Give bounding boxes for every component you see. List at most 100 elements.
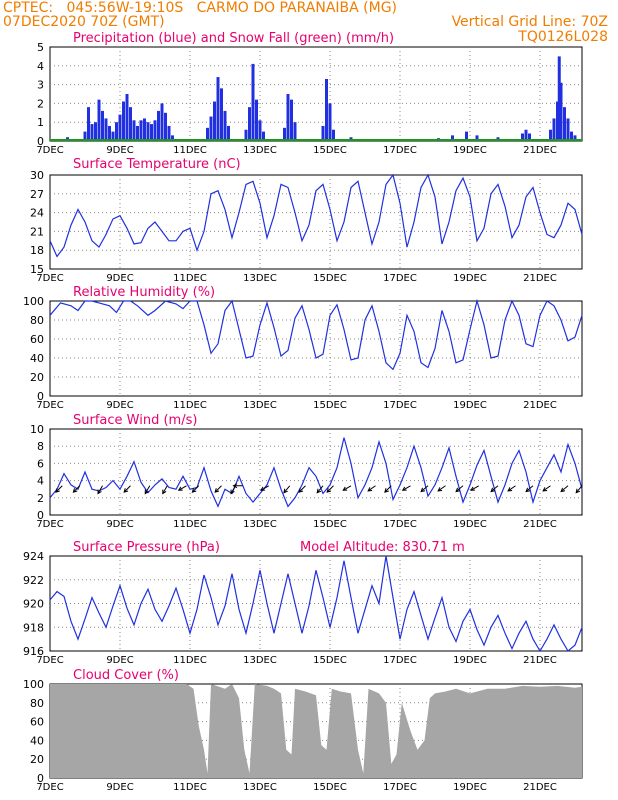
wind-arrow-head xyxy=(342,486,348,491)
humidity-line xyxy=(49,298,583,371)
cloud-title: Cloud Cover (%) xyxy=(73,668,179,683)
pressure-ytick-label: 922 xyxy=(23,574,44,587)
wind-arrow xyxy=(367,485,376,492)
wind-arrow xyxy=(192,485,200,493)
precip-bar xyxy=(139,120,143,141)
wind-arrow xyxy=(298,485,306,493)
wind-arrow-head xyxy=(575,488,581,494)
precip-bar xyxy=(528,133,531,141)
precip-bar xyxy=(325,78,328,141)
pressure-line xyxy=(49,555,583,653)
pressure-xtick-label: 19DEC xyxy=(453,655,487,666)
wind-arrow xyxy=(490,485,499,492)
precip-bar xyxy=(552,118,556,141)
wind-arrow xyxy=(507,485,516,492)
cloud-xtick-label: 11DEC xyxy=(173,782,207,793)
precip-bar xyxy=(262,131,265,141)
cloud-cover-area xyxy=(50,684,582,778)
wind-arrow xyxy=(575,485,583,493)
precip-bar xyxy=(213,101,216,141)
wind-arrow xyxy=(73,485,81,493)
humidity-ytick-label: 80 xyxy=(30,314,44,327)
precip-bar xyxy=(111,131,115,141)
wind-arrow-head xyxy=(367,487,373,492)
cloud-xtick-label: 19DEC xyxy=(453,782,487,793)
wind-arrow-head xyxy=(144,489,149,495)
wind-xtick-label: 15DEC xyxy=(313,519,347,530)
wind-arrow-head xyxy=(232,483,238,489)
precip-bar xyxy=(524,129,528,141)
wind-xtick-label: 7DEC xyxy=(36,519,63,530)
humidity-title: Relative Humidity (%) xyxy=(73,285,215,300)
precip-bar xyxy=(286,94,290,141)
precip-bar xyxy=(248,107,251,141)
precip-bar xyxy=(101,110,104,141)
humidity-ytick-label: 20 xyxy=(30,371,44,384)
precip-bar xyxy=(220,88,223,141)
wind-ytick-label: 10 xyxy=(30,423,44,436)
temperature-xtick-label: 13DEC xyxy=(243,273,277,284)
precip-xtick-label: 7DEC xyxy=(36,145,63,156)
wind-title: Surface Wind (m/s) xyxy=(73,413,197,428)
precip-xtick-label: 11DEC xyxy=(173,145,207,156)
humidity-ytick-label: 60 xyxy=(30,333,44,346)
wind-arrow xyxy=(402,485,411,491)
pressure-xtick-label: 21DEC xyxy=(523,655,557,666)
pressure-xtick-label: 13DEC xyxy=(243,655,277,666)
precip-bar xyxy=(475,135,479,141)
wind-arrow-head xyxy=(384,488,389,493)
wind-arrow xyxy=(55,485,63,493)
cloud-ytick-label: 100 xyxy=(23,678,44,691)
precip-bar xyxy=(94,122,97,141)
wind-xtick-label: 19DEC xyxy=(453,519,487,530)
wind-arrow-head xyxy=(542,487,548,492)
precip-bar xyxy=(136,125,139,141)
wind-arrow-head xyxy=(283,488,288,494)
precip-bar xyxy=(125,94,129,141)
precip-bar xyxy=(549,129,552,141)
precip-bar xyxy=(90,124,94,141)
wind-arrow xyxy=(97,485,103,494)
cloud-xtick-label: 9DEC xyxy=(106,782,133,793)
precip-bar xyxy=(559,82,563,141)
precip-ytick-label: 5 xyxy=(37,41,44,54)
wind-arrow-head xyxy=(55,488,60,493)
wind-arrow xyxy=(123,485,131,493)
temperature-ytick-label: 27 xyxy=(30,188,44,201)
pressure-ytick-label: 916 xyxy=(23,645,44,658)
wind-arrow xyxy=(260,485,270,491)
temperature-line xyxy=(49,173,583,258)
wind-arrow xyxy=(316,485,324,493)
precip-xtick-label: 9DEC xyxy=(106,145,133,156)
pressure-xtick-label: 7DEC xyxy=(36,655,63,666)
precip-bar xyxy=(104,118,108,141)
precip-xtick-label: 21DEC xyxy=(523,145,557,156)
precip-bar xyxy=(216,77,220,141)
precip-bar xyxy=(171,135,174,141)
precip-bar xyxy=(150,124,153,141)
wind-arrow xyxy=(470,485,480,491)
temperature-xtick-label: 21DEC xyxy=(523,273,557,284)
wind-arrow-head xyxy=(316,488,322,494)
wind-arrow-head xyxy=(191,488,197,493)
cloud-ytick-label: 80 xyxy=(30,697,44,710)
pressure-annotation: Model Altitude: 830.71 m xyxy=(300,540,465,555)
precip-bar xyxy=(283,127,286,141)
pressure-xtick-label: 17DEC xyxy=(383,655,417,666)
precip-bar xyxy=(556,101,559,141)
humidity-xtick-label: 11DEC xyxy=(173,400,207,411)
precip-bar xyxy=(244,129,248,141)
wind-arrow xyxy=(342,485,352,491)
cloud-ytick-label: 0 xyxy=(37,772,44,785)
precip-bar xyxy=(258,120,262,141)
temperature-xtick-label: 19DEC xyxy=(453,273,487,284)
wind-arrow xyxy=(326,485,334,493)
humidity-ytick-label: 40 xyxy=(30,352,44,365)
cloud-xtick-label: 15DEC xyxy=(313,782,347,793)
wind-arrow xyxy=(384,485,392,493)
vertical-grid-label: Vertical Grid Line: 70Z xyxy=(451,14,608,30)
wind-arrow-head xyxy=(401,486,407,491)
wind-arrow xyxy=(283,485,291,493)
temperature-xtick-label: 15DEC xyxy=(313,273,347,284)
precip-bar xyxy=(465,131,468,141)
